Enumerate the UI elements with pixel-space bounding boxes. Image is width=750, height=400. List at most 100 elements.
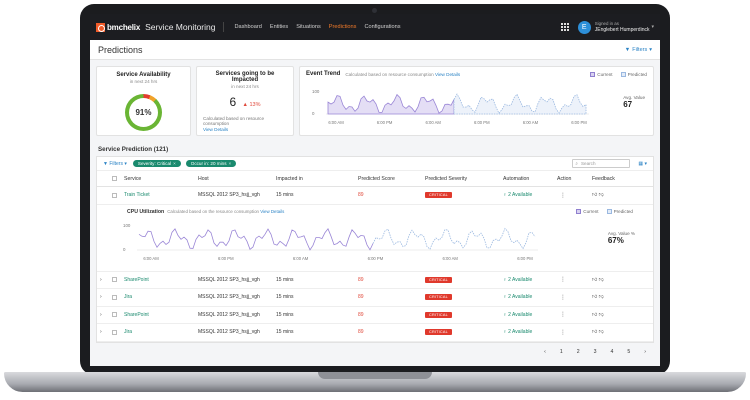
thumbs-down-icon[interactable]: 👎︎ (598, 276, 604, 283)
user-name: JEnglebert Humperdinck (594, 26, 650, 33)
thumbs-down-icon[interactable]: 👎︎ (598, 294, 604, 301)
host-cell: MSSQL 2012 SP3_hsjj_vgh (198, 311, 260, 318)
col-service[interactable]: Service (124, 175, 142, 182)
automation-link[interactable]: ♀ 2 Available (500, 329, 554, 335)
thumbs-up-icon[interactable]: 👍︎ (592, 192, 598, 199)
thumbs-down-icon[interactable]: 👎︎ (598, 329, 604, 336)
cpu-avg: Avg. Value % 67% (608, 231, 635, 245)
nav-predictions[interactable]: Predictions (328, 24, 357, 30)
avatar[interactable]: E (577, 20, 591, 34)
service-link[interactable]: SharePoint (124, 276, 149, 283)
thumbs-up-icon[interactable]: 👍︎ (592, 311, 598, 318)
page-4[interactable]: 4 (610, 348, 614, 355)
trend-avg-value: 67 (623, 100, 633, 109)
col-score[interactable]: Predicted Score (358, 175, 395, 182)
table-row[interactable]: › SharePoint MSSQL 2012 SP3_hsjj_vgh 15 min… (97, 272, 653, 289)
thumbs-down-icon[interactable]: 👎︎ (598, 311, 604, 318)
x-tick-label: 6:00 PM (377, 120, 393, 125)
thumbs-up-icon[interactable]: 👍︎ (592, 276, 598, 283)
col-host[interactable]: Host (198, 175, 209, 182)
table-row[interactable]: › SharePoint MSSQL 2012 SP3_hsjj_vgh 15 min… (97, 307, 653, 324)
bmc-logo-icon (96, 22, 105, 32)
trend-view-details-link[interactable]: View Details (434, 71, 461, 77)
bulb-icon: ♀ (503, 192, 507, 199)
x-tick-label: 6:00 PM (368, 256, 384, 261)
impacted-subtitle: in next 24 hrs (231, 84, 259, 89)
chevron-right-icon[interactable]: › (100, 329, 102, 336)
chevron-right-icon[interactable]: › (100, 294, 102, 301)
row-checkbox[interactable] (112, 192, 117, 198)
chevron-right-icon[interactable]: › (100, 276, 102, 283)
service-link[interactable]: Jira (124, 329, 133, 336)
col-impacted[interactable]: Impacted in (276, 175, 303, 182)
service-link[interactable]: Train Ticket (124, 192, 150, 199)
prev-page-icon[interactable]: ‹ (544, 348, 546, 355)
search-icon: ⌕ (575, 161, 578, 166)
nav-dashboard[interactable]: Dashboard (234, 24, 262, 30)
bulb-icon: ♀ (503, 294, 507, 301)
page-title: Predictions (98, 44, 143, 55)
table-row[interactable]: Train Ticket MSSQL 2012 SP3_hsjj_vgh 15 mi… (97, 187, 653, 205)
close-icon[interactable]: × (228, 161, 232, 166)
next-page-icon[interactable]: › (644, 348, 646, 355)
filter-icon: ▼ (103, 160, 108, 167)
chevron-down-icon[interactable]: ▾ (651, 24, 654, 30)
filters-button[interactable]: ▼ Filters ▾ (625, 47, 652, 53)
close-icon[interactable]: × (173, 161, 176, 166)
score-cell: 89 (358, 294, 364, 301)
trend-title: Event Trend (306, 71, 341, 77)
table-filters-button[interactable]: ▼ Filters ▾ (103, 160, 127, 167)
more-icon[interactable]: ⋮ (560, 312, 566, 319)
impacted-delta-value: 13% (249, 102, 261, 108)
row-checkbox[interactable] (112, 294, 117, 300)
impacted-view-details-link[interactable]: View Details (203, 127, 229, 132)
nav-configurations[interactable]: Configurations (364, 24, 401, 30)
page-1[interactable]: 1 (559, 348, 563, 355)
thumbs-up-icon[interactable]: 👍︎ (592, 329, 598, 336)
service-link[interactable]: SharePoint (124, 311, 149, 318)
page-5[interactable]: 5 (627, 348, 631, 355)
cpu-utilization-panel: CPU Utilization Calculated based on the r… (97, 205, 653, 272)
user-menu[interactable]: Signed in as JEnglebert Humperdinck (595, 21, 650, 32)
row-checkbox[interactable] (112, 312, 117, 318)
row-checkbox[interactable] (112, 329, 117, 335)
service-link[interactable]: Jira (124, 294, 133, 301)
table-row[interactable]: › Jira MSSQL 2012 SP3_hsjj_vgh 15 mins 89 CRI… (97, 324, 653, 342)
col-automation[interactable]: Automation (503, 175, 530, 182)
thumbs-up-icon[interactable]: 👍︎ (592, 294, 598, 301)
automation-link[interactable]: ♀ 2 Available (500, 277, 554, 283)
automation-link[interactable]: ♀ 2 Available (500, 192, 554, 198)
more-icon[interactable]: ⋮ (560, 329, 566, 336)
automation-link[interactable]: ♀ 2 Available (500, 294, 554, 300)
automation-link[interactable]: ♀ 2 Available (500, 312, 554, 318)
score-cell: 89 (358, 192, 364, 199)
column-picker-icon[interactable]: ▦ ▾ (638, 160, 647, 167)
thumbs-down-icon[interactable]: 👎︎ (598, 192, 604, 199)
row-checkbox[interactable] (112, 277, 117, 283)
cpu-avg-value: 67% (607, 235, 624, 245)
chip-severity[interactable]: Severity: Critical × (132, 160, 181, 167)
nav-situations[interactable]: Situations (296, 24, 321, 30)
more-icon[interactable]: ⋮ (560, 294, 566, 301)
table-toolbar: ▼ Filters ▾ Severity: Critical × Occur in… (97, 157, 653, 171)
trend-avg: Avg. Value 67 (623, 95, 645, 109)
more-icon[interactable]: ⋮ (560, 192, 566, 199)
select-all-checkbox[interactable] (112, 176, 117, 181)
chip-severity-label: Severity: Critical (137, 161, 172, 166)
automation-label: 2 Available (508, 294, 533, 301)
table-header: Service Host Impacted in Predicted Score… (97, 171, 653, 187)
impacted-note: Calculated based on resource consumption (203, 116, 265, 126)
page-2[interactable]: 2 (576, 348, 580, 355)
nav-entities[interactable]: Entities (269, 24, 289, 30)
automation-label: 2 Available (508, 311, 533, 318)
app-grid-icon[interactable] (560, 22, 570, 32)
chip-occur[interactable]: Occur in: 20 mins × (185, 160, 237, 167)
more-icon[interactable]: ⋮ (560, 277, 566, 284)
cpu-view-details-link[interactable]: View Details (260, 209, 285, 214)
col-severity[interactable]: Predicted Severity (425, 175, 468, 182)
page-3[interactable]: 3 (593, 348, 597, 355)
table-body: Train Ticket MSSQL 2012 SP3_hsjj_vgh 15 mi… (97, 187, 653, 342)
search-input[interactable]: ⌕ Search (572, 159, 631, 168)
table-row[interactable]: › Jira MSSQL 2012 SP3_hsjj_vgh 15 mins 89 CRI… (97, 289, 653, 307)
chevron-right-icon[interactable]: › (100, 311, 102, 318)
